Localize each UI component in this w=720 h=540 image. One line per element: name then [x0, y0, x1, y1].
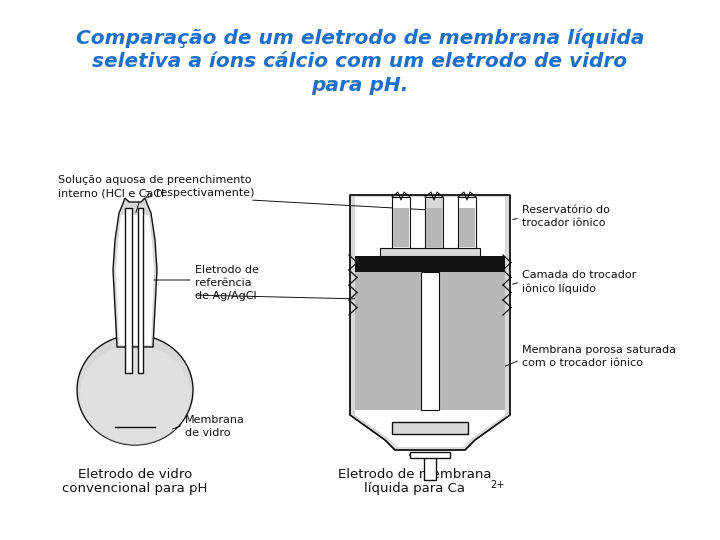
Bar — [380, 248, 480, 256]
Text: interno (HCl e CaCl: interno (HCl e CaCl — [58, 188, 164, 198]
Text: Solução aquosa de preenchimento: Solução aquosa de preenchimento — [58, 175, 251, 185]
Polygon shape — [350, 195, 510, 450]
Bar — [138, 208, 143, 373]
Text: , respectivamente): , respectivamente) — [150, 188, 255, 198]
Text: Eletrodo de vidro: Eletrodo de vidro — [78, 468, 192, 481]
Bar — [355, 272, 505, 410]
Text: Reservatório do: Reservatório do — [522, 205, 610, 215]
Bar — [392, 422, 468, 434]
Bar — [424, 455, 436, 480]
Bar — [393, 208, 409, 247]
Bar — [421, 272, 439, 410]
Text: líquida para Ca: líquida para Ca — [364, 482, 466, 495]
Text: 2: 2 — [145, 191, 150, 200]
Bar — [410, 452, 450, 458]
Text: 2+: 2+ — [490, 480, 505, 490]
Polygon shape — [116, 215, 154, 345]
Ellipse shape — [80, 345, 190, 445]
Polygon shape — [113, 198, 157, 347]
Text: Membrana: Membrana — [185, 415, 245, 425]
Bar — [426, 208, 442, 247]
Bar — [459, 208, 475, 247]
Text: Membrana porosa saturada: Membrana porosa saturada — [522, 345, 676, 355]
Polygon shape — [355, 197, 505, 447]
Text: de vidro: de vidro — [185, 428, 230, 438]
Text: Camada do trocador: Camada do trocador — [522, 270, 636, 280]
Bar — [392, 197, 410, 248]
Bar — [425, 197, 443, 248]
Text: referência: referência — [195, 278, 251, 288]
Bar — [458, 197, 476, 248]
Text: trocador iônico: trocador iônico — [522, 218, 606, 228]
Text: Comparação de um eletrodo de membrana líquida: Comparação de um eletrodo de membrana lí… — [76, 28, 644, 48]
Text: para pH.: para pH. — [311, 76, 409, 95]
Text: de Ag/AgCl: de Ag/AgCl — [195, 291, 256, 301]
Text: seletiva a íons cálcio com um eletrodo de vidro: seletiva a íons cálcio com um eletrodo d… — [92, 52, 628, 71]
Bar — [355, 256, 505, 272]
Text: com o trocador iônico: com o trocador iônico — [522, 358, 643, 368]
Text: Eletrodo de membrana: Eletrodo de membrana — [338, 468, 492, 481]
Text: iônico líquido: iônico líquido — [522, 283, 596, 294]
Text: Eletrodo de: Eletrodo de — [195, 265, 259, 275]
Text: convencional para pH: convencional para pH — [63, 482, 207, 495]
Bar — [125, 208, 132, 373]
Ellipse shape — [77, 335, 193, 445]
